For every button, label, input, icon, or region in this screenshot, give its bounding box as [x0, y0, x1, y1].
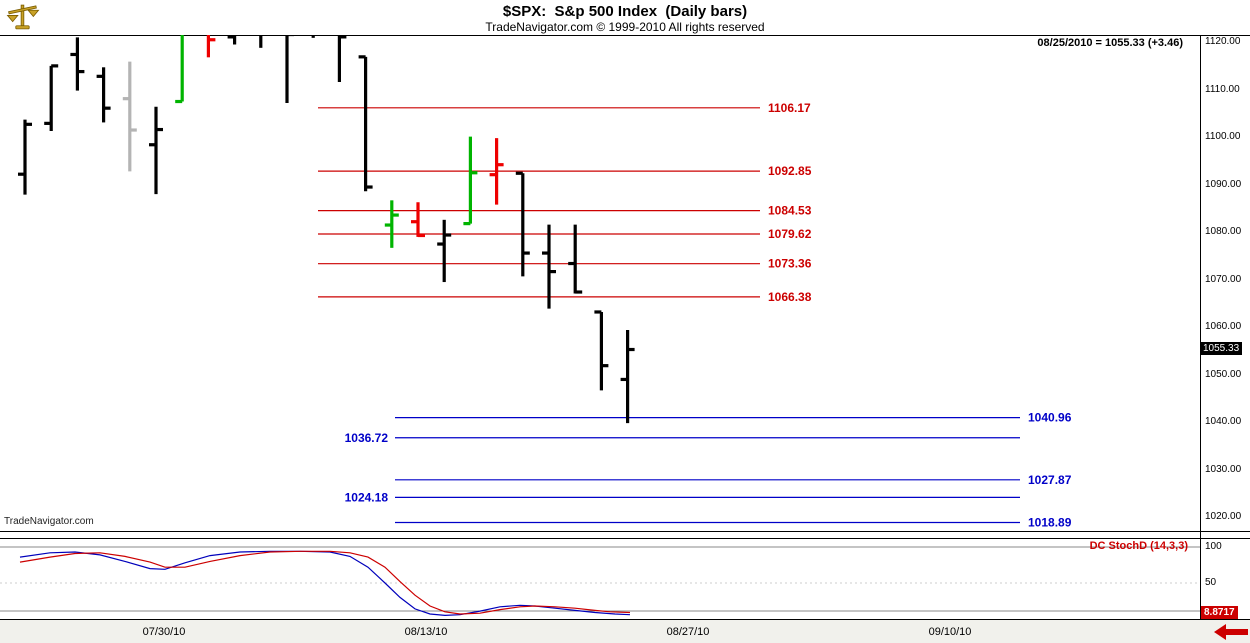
stoch-axis-tick: 50 [1205, 577, 1217, 588]
price-bar [515, 171, 530, 277]
stoch-indicator-label: DC StochD (14,3,3) [1089, 540, 1188, 552]
price-bar [227, 35, 237, 45]
date-axis[interactable]: 07/30/10 08/13/10 08/27/10 09/10/10 [0, 620, 1250, 643]
support-line-label: 1024.18 [345, 490, 389, 504]
price-bar [620, 330, 635, 424]
support-line-label: 1036.72 [345, 431, 389, 445]
date-axis-label: 07/30/10 [142, 626, 186, 638]
resistance-line-label: 1084.53 [768, 204, 812, 218]
tradenavigator-logo-icon[interactable] [6, 2, 40, 33]
price-chart-canvas[interactable]: 1106.17 1092.85 1084.53 1079.62 1073.36 1066.… [0, 35, 1200, 531]
resistance-line-label: 1092.85 [768, 164, 812, 178]
stoch-value-badge: 8.8717 [1201, 605, 1238, 619]
resistance-line-label: 1106.17 [768, 101, 811, 115]
price-bar [594, 310, 609, 391]
price-bar [70, 37, 85, 91]
price-bar [122, 61, 137, 172]
price-bar [489, 138, 504, 205]
stoch-axis-tick: 100 [1205, 541, 1222, 552]
stochastic-chart-canvas[interactable] [0, 538, 1200, 619]
price-bar [18, 119, 32, 195]
price-bar [337, 35, 347, 83]
last-quote-readout: 08/25/2010 = 1055.33 (+3.46) [1037, 37, 1183, 49]
current-price-badge: 1055.33 [1200, 342, 1243, 356]
price-axis-tick: 1050.00 [1205, 368, 1242, 380]
price-bar [149, 106, 163, 195]
price-bar [358, 55, 373, 192]
price-bar [96, 67, 111, 123]
date-axis-label: 09/10/10 [928, 626, 972, 638]
price-axis-tick: 1020.00 [1205, 511, 1242, 523]
price-axis-tick: 1060.00 [1205, 321, 1242, 333]
price-bar [437, 219, 452, 283]
price-axis-tick: 1040.00 [1205, 416, 1242, 428]
price-axis-tick: 1110.00 [1205, 83, 1240, 95]
resistance-line-label: 1079.62 [768, 227, 812, 241]
price-bar [44, 64, 59, 131]
support-line-label: 1027.87 [1028, 473, 1072, 487]
price-axis[interactable]: 1055.33 1120.00 1110.00 1100.00 1090.00 1080… [1200, 35, 1250, 619]
date-axis-label: 08/13/10 [404, 626, 448, 638]
chart-title: $SPX: S&p 500 Index (Daily bars) [502, 3, 748, 20]
price-axis-tick: 1120.00 [1205, 36, 1241, 48]
stoch-line-stoch_slow [19, 550, 631, 615]
scroll-left-arrow-icon[interactable] [1214, 624, 1248, 640]
support-line-label: 1040.96 [1028, 411, 1072, 425]
price-axis-tick: 1100.00 [1205, 131, 1241, 143]
price-bar [568, 224, 583, 294]
price-bar [384, 200, 399, 248]
price-axis-tick: 1030.00 [1205, 463, 1242, 475]
price-bar [175, 35, 184, 104]
stoch-panel-top-border [0, 538, 1250, 539]
price-bar [206, 35, 216, 58]
price-bar [285, 35, 294, 103]
axis-divider [1200, 35, 1201, 619]
price-axis-tick: 1080.00 [1205, 226, 1242, 238]
resistance-line-label: 1073.36 [768, 257, 812, 271]
resistance-line-label: 1066.38 [768, 290, 812, 304]
main-panel-bottom-border [0, 531, 1250, 532]
price-bar [463, 136, 478, 226]
price-axis-tick: 1070.00 [1205, 273, 1242, 285]
price-bar [411, 202, 425, 238]
price-axis-tick: 1090.00 [1205, 178, 1242, 190]
chart-watermark: TradeNavigator.com [4, 516, 94, 527]
date-axis-label: 08/27/10 [666, 626, 710, 638]
copyright-subtitle: TradeNavigator.com © 1999-2010 All right… [485, 20, 765, 34]
stoch-axis[interactable]: 8.8717 100 50 [1200, 538, 1250, 620]
price-bar [259, 35, 263, 48]
price-bar [311, 35, 315, 38]
price-bar [542, 224, 556, 309]
stoch-panel-bottom-border [0, 619, 1250, 620]
chart-top-border [0, 35, 1250, 36]
support-line-label: 1018.89 [1028, 515, 1072, 529]
